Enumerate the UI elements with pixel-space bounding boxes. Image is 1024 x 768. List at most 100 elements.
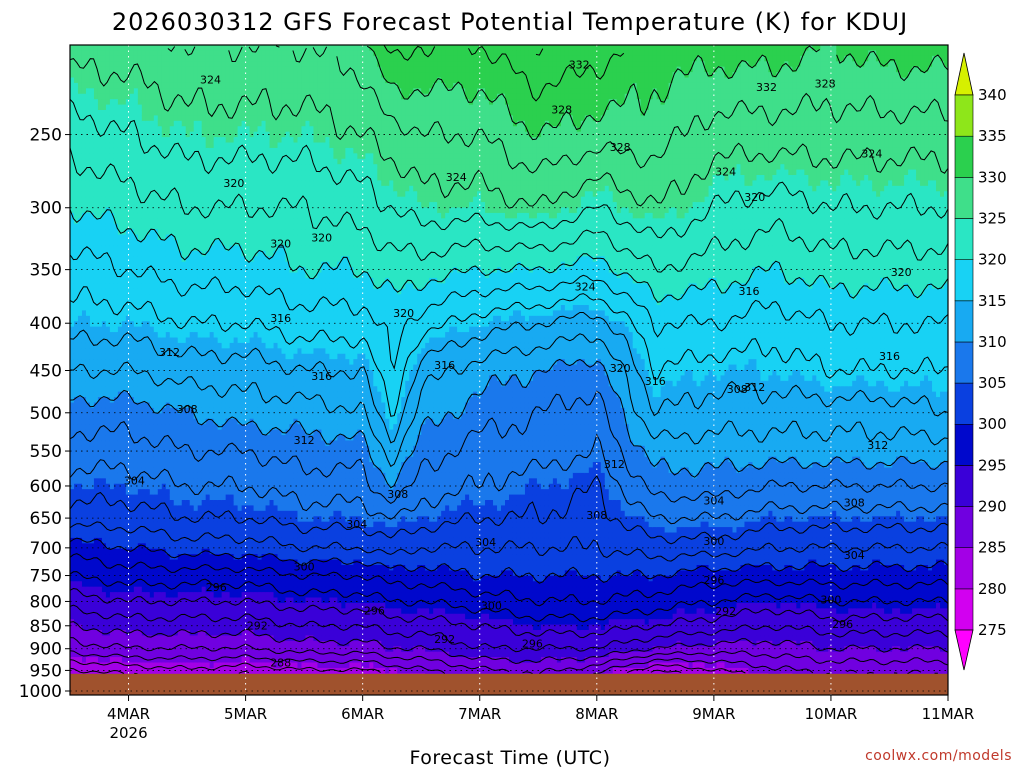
theta-cell	[197, 370, 203, 377]
theta-cell	[149, 630, 155, 637]
theta-cell	[181, 353, 187, 360]
theta-cell	[105, 662, 111, 669]
theta-cell	[77, 462, 83, 469]
theta-cell	[221, 370, 227, 377]
theta-cell	[101, 288, 107, 295]
theta-cell	[201, 332, 207, 339]
theta-cell	[193, 261, 199, 268]
theta-cell	[201, 359, 207, 366]
theta-cell	[213, 82, 219, 89]
theta-cell	[141, 581, 147, 588]
theta-cell	[141, 185, 147, 192]
theta-cell	[89, 126, 95, 133]
theta-cell	[133, 635, 139, 642]
theta-cell	[149, 88, 155, 95]
theta-cell	[229, 305, 235, 312]
theta-cell	[157, 662, 163, 669]
theta-cell	[229, 147, 235, 154]
theta-cell	[85, 234, 91, 241]
theta-cell	[101, 613, 107, 620]
theta-cell	[217, 478, 223, 485]
theta-cell	[145, 516, 151, 523]
theta-cell	[189, 88, 195, 95]
theta-cell	[225, 630, 231, 637]
theta-cell	[161, 510, 167, 517]
theta-cell	[133, 592, 139, 599]
theta-cell	[121, 288, 127, 295]
theta-cell	[117, 619, 123, 626]
theta-cell	[85, 500, 91, 507]
theta-cell	[169, 283, 175, 290]
theta-cell	[205, 256, 211, 263]
theta-cell	[173, 472, 179, 479]
theta-cell	[225, 370, 231, 377]
theta-cell	[225, 93, 231, 100]
theta-cell	[70, 277, 75, 284]
theta-cell	[145, 391, 151, 398]
theta-cell	[209, 570, 215, 577]
theta-cell	[177, 212, 183, 219]
theta-cell	[121, 537, 127, 544]
theta-cell	[201, 131, 207, 138]
theta-cell	[169, 294, 175, 301]
theta-cell	[173, 581, 179, 588]
theta-cell	[185, 77, 191, 84]
theta-cell	[165, 164, 171, 171]
theta-cell	[161, 435, 167, 442]
theta-cell	[121, 55, 127, 62]
theta-cell	[177, 158, 183, 165]
theta-cell	[169, 581, 175, 588]
theta-cell	[205, 391, 211, 398]
theta-cell	[181, 505, 187, 512]
theta-cell	[221, 82, 227, 89]
theta-cell	[233, 158, 239, 165]
theta-cell	[121, 521, 127, 528]
theta-cell	[213, 635, 219, 642]
theta-cell	[70, 489, 75, 496]
theta-cell	[161, 424, 167, 431]
theta-cell	[201, 619, 207, 626]
theta-cell	[77, 667, 83, 674]
theta-cell	[153, 537, 159, 544]
theta-cell	[157, 391, 163, 398]
theta-cell	[209, 164, 215, 171]
theta-cell	[205, 158, 211, 165]
theta-cell	[209, 391, 215, 398]
theta-cell	[70, 353, 75, 360]
theta-cell	[141, 451, 147, 458]
theta-cell	[133, 494, 139, 501]
theta-cell	[157, 613, 163, 620]
theta-cell	[113, 570, 119, 577]
theta-cell	[105, 115, 111, 122]
theta-cell	[85, 153, 91, 160]
theta-cell	[117, 537, 123, 544]
theta-cell	[173, 305, 179, 312]
theta-cell	[125, 326, 131, 333]
theta-cell	[101, 256, 107, 263]
theta-cell	[189, 202, 195, 209]
theta-cell	[85, 581, 91, 588]
theta-cell	[121, 305, 127, 312]
theta-cell	[193, 82, 199, 89]
theta-cell	[89, 342, 95, 349]
theta-cell	[81, 310, 87, 317]
theta-cell	[89, 630, 95, 637]
theta-cell	[173, 489, 179, 496]
theta-cell	[209, 256, 215, 263]
theta-cell	[221, 245, 227, 252]
theta-cell	[89, 440, 95, 447]
theta-cell	[149, 180, 155, 187]
theta-cell	[173, 175, 179, 182]
theta-cell	[113, 245, 119, 252]
theta-cell	[93, 261, 99, 268]
theta-cell	[185, 234, 191, 241]
theta-cell	[217, 624, 223, 631]
theta-cell	[157, 147, 163, 154]
theta-cell	[229, 657, 235, 664]
theta-cell	[121, 310, 127, 317]
theta-cell	[161, 175, 167, 182]
theta-cell	[109, 110, 115, 117]
theta-cell	[121, 261, 127, 268]
theta-cell	[93, 229, 99, 236]
theta-cell	[169, 175, 175, 182]
